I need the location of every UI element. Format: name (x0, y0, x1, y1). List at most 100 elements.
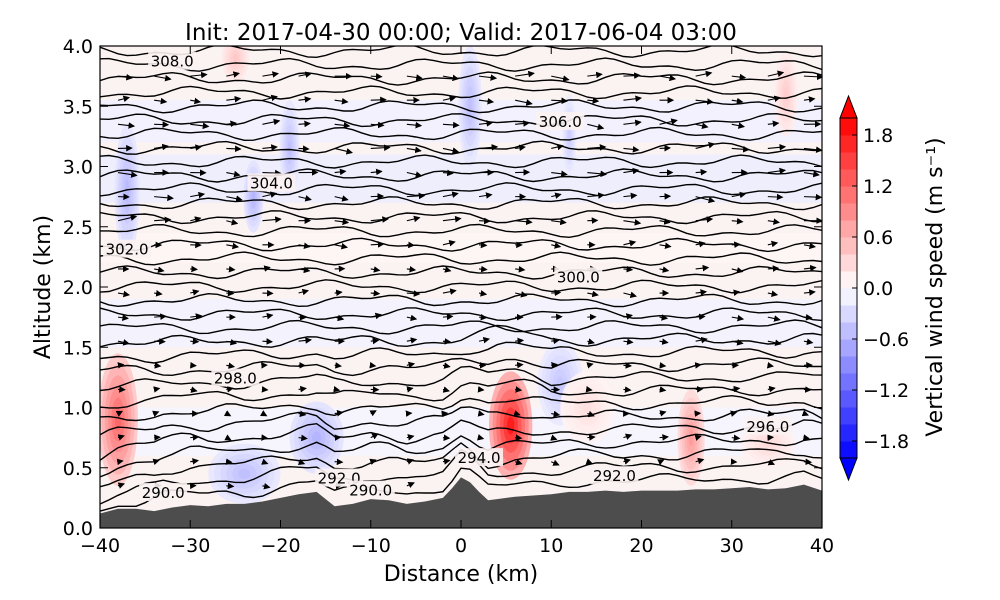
wind-vector (442, 458, 451, 465)
x-tick-label: 30 (720, 535, 744, 557)
wind-vector (406, 386, 414, 393)
wind-vector (406, 241, 415, 249)
wind-vector (659, 118, 678, 125)
wind-vector (731, 217, 744, 225)
theta-contour (100, 154, 822, 169)
wind-vector (190, 97, 202, 105)
wind-vector (442, 239, 456, 247)
wind-vector (116, 458, 124, 466)
y-tick-label: 4.0 (63, 36, 93, 58)
wind-vector (152, 458, 160, 466)
wind-vector (659, 410, 667, 417)
wind-vector (190, 216, 202, 223)
wind-vector (370, 96, 387, 104)
wind-vector (551, 143, 564, 151)
wind-vector (152, 410, 160, 417)
wind-vector (477, 410, 485, 417)
wind-vector (623, 265, 634, 273)
wind-vector (587, 192, 605, 199)
wind-bands (100, 100, 822, 456)
wind-vector (226, 95, 242, 103)
wind-vector (515, 337, 525, 345)
x-axis: −40 −30 −20 −10 0 10 20 30 40 (80, 46, 834, 557)
w-feature (507, 416, 515, 435)
wind-vector (767, 70, 785, 77)
colorbar-level (840, 322, 857, 340)
wind-vector (406, 290, 421, 297)
wind-vector (223, 410, 232, 417)
wind-vector (731, 314, 745, 322)
wind-vector (515, 434, 523, 441)
wind-vector (551, 75, 570, 82)
wind-vector (369, 361, 377, 369)
w-feature (568, 129, 571, 144)
wind-vector (659, 386, 667, 393)
colorbar-tick-label: −1.8 (863, 431, 909, 453)
wind-vector (154, 362, 162, 369)
wind-vector (117, 171, 138, 178)
wind-vector (587, 123, 605, 131)
wind-vector (370, 266, 381, 273)
wind-vector (767, 265, 780, 272)
wind-vector (190, 313, 203, 320)
wind-vectors (115, 70, 822, 490)
wind-vector (190, 386, 198, 393)
wind-vector (551, 410, 561, 418)
wind-vector (370, 193, 385, 200)
colorbar-level (840, 305, 857, 323)
wind-vector (659, 144, 671, 152)
wind-vector (659, 218, 671, 225)
wind-vector (551, 289, 562, 297)
y-tick-label: 2.0 (63, 277, 93, 299)
wind-vector (731, 97, 744, 105)
wind-vector (767, 120, 780, 128)
wind-vector (226, 242, 240, 250)
wind-vector (515, 70, 535, 78)
wind-vector (803, 193, 822, 201)
wind-vector (154, 290, 163, 297)
contour-label: 292.0 (593, 467, 636, 485)
colorbar-tick-label: 0.6 (863, 227, 893, 249)
wind-vector (154, 216, 172, 224)
wind-vector (731, 385, 741, 393)
wind-vector (767, 193, 784, 201)
wind-vector (226, 338, 238, 346)
wind-vector (623, 167, 640, 175)
wind-vector (442, 74, 460, 82)
wind-vector (442, 215, 462, 223)
wind-vector (515, 386, 523, 393)
colorbar-level (840, 220, 857, 238)
wind-vector (767, 240, 779, 248)
wind-vector (551, 362, 559, 369)
wind-vector (479, 241, 488, 249)
contour-label: 294.0 (458, 449, 501, 467)
wind-vector (731, 122, 746, 129)
wind-vector (298, 434, 308, 442)
wind-vector (659, 338, 669, 345)
x-tick-label: −40 (80, 535, 120, 557)
wind-vector (262, 191, 278, 198)
wind-vector (623, 362, 633, 369)
colorbar-level (840, 339, 857, 357)
wind-vector (117, 339, 130, 346)
wind-vector (406, 434, 415, 441)
wind-vector (767, 95, 781, 103)
contour-label-bg (247, 173, 296, 192)
wind-vector (262, 312, 274, 320)
wind-vector (442, 121, 460, 129)
x-tick-label: −10 (351, 535, 391, 557)
wind-vector (442, 338, 452, 345)
wind-vector (587, 144, 607, 151)
wind-vector (333, 386, 341, 393)
wind-vector (801, 410, 809, 417)
wind-vector (370, 168, 383, 176)
wind-vector (803, 386, 812, 393)
colorbar-extend-low (839, 457, 858, 482)
wind-vector (478, 290, 488, 297)
wind-vector (695, 141, 716, 149)
wind-vector (225, 458, 233, 465)
w-feature (468, 96, 472, 117)
wind-vector (695, 289, 708, 296)
wind-vector (154, 143, 169, 151)
wind-vector (623, 95, 643, 103)
